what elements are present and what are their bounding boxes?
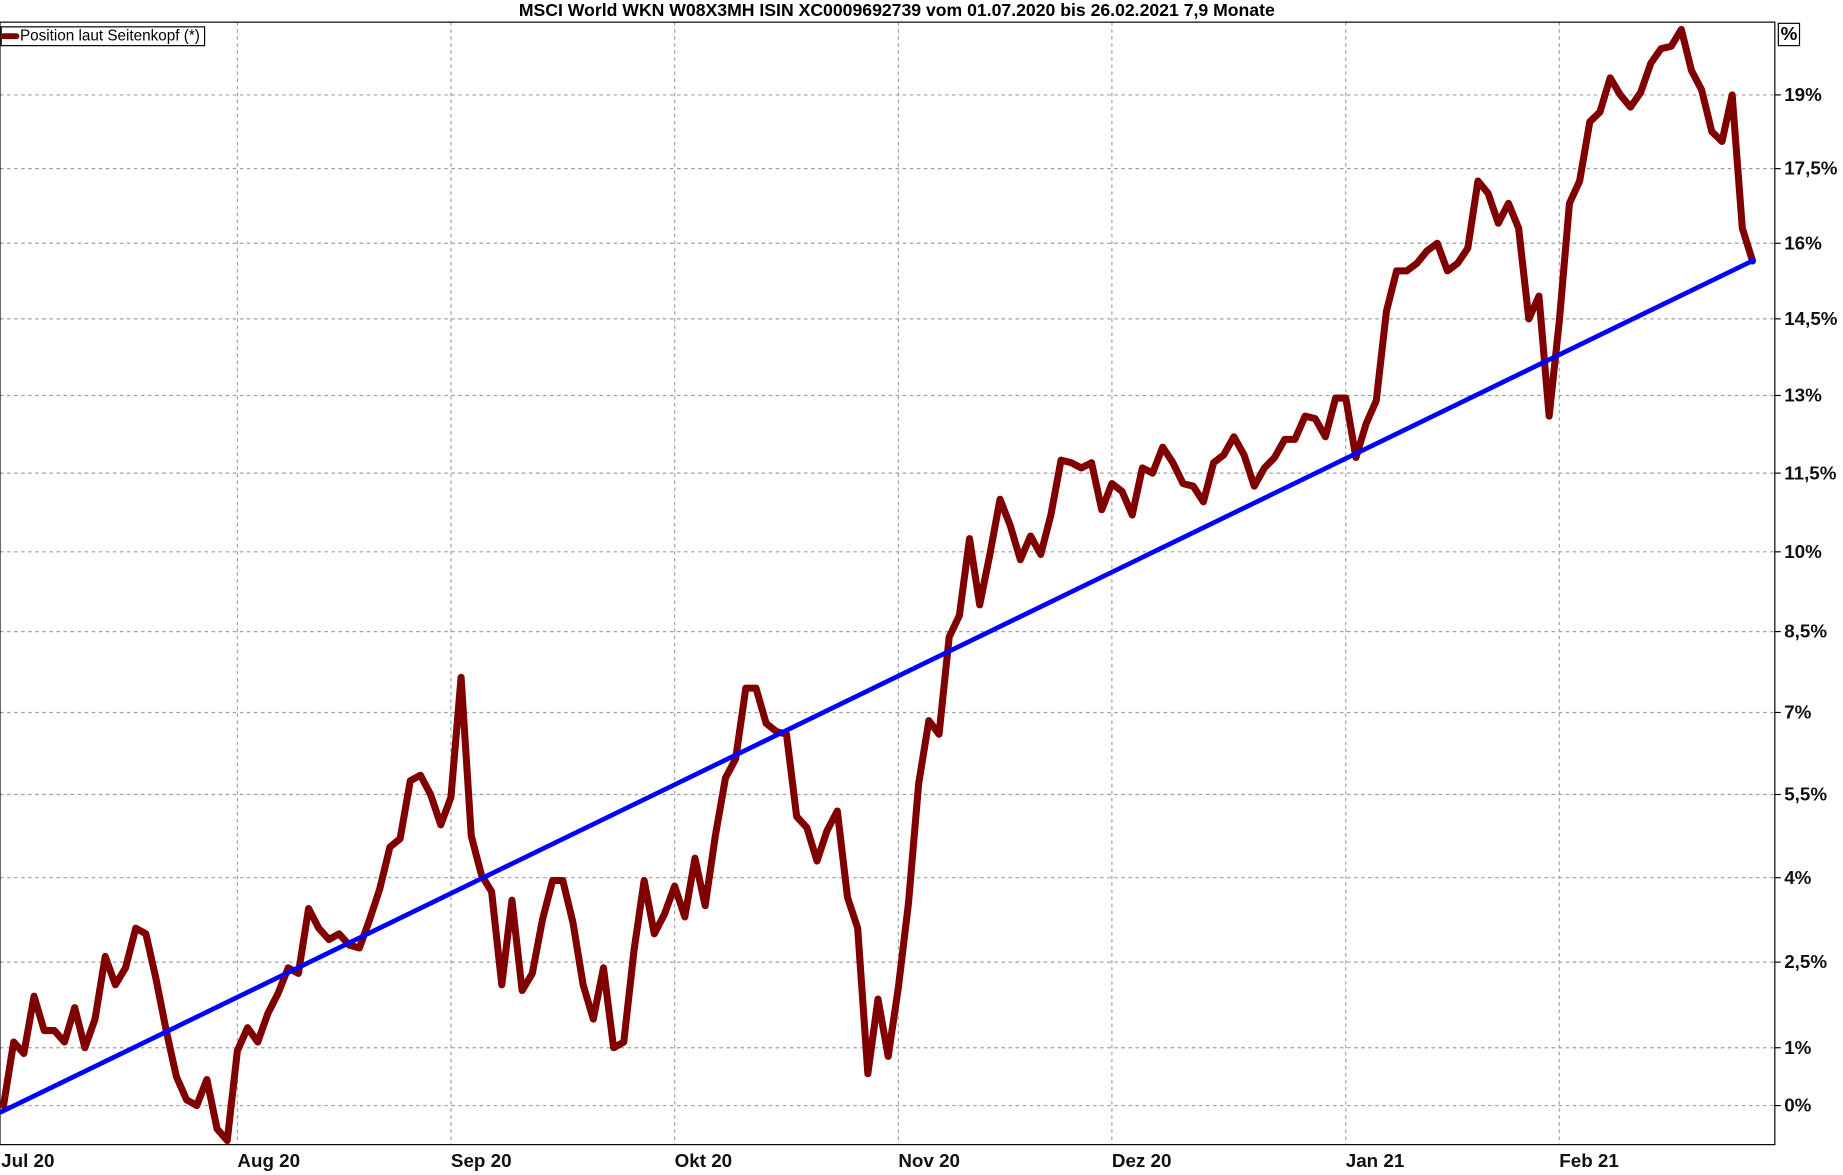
plot-frame bbox=[0, 21, 1776, 1146]
y-tick-label: 11,5% bbox=[1784, 462, 1837, 483]
y-tick-label: 13% bbox=[1784, 385, 1822, 406]
x-tick-label: Feb 21 bbox=[1559, 1150, 1619, 1171]
y-tick-label: 0% bbox=[1784, 1095, 1811, 1116]
trend-line bbox=[0, 258, 1754, 1115]
x-tick-label: Jan 21 bbox=[1346, 1150, 1405, 1171]
y-tick-label: 5,5% bbox=[1784, 784, 1827, 805]
y-tick-label: 19% bbox=[1784, 84, 1822, 105]
y-tick-label: 14,5% bbox=[1784, 308, 1838, 329]
x-tick-label: Dez 20 bbox=[1112, 1150, 1172, 1171]
x-tick-label: Okt 20 bbox=[675, 1150, 732, 1171]
x-tick-label: Aug 20 bbox=[237, 1150, 300, 1171]
y-unit-label: % bbox=[1781, 23, 1798, 44]
y-tick-label: 2,5% bbox=[1784, 951, 1827, 972]
y-tick-label: 7% bbox=[1784, 702, 1811, 723]
trend-end bbox=[1748, 257, 1757, 265]
y-tick-label: 17,5% bbox=[1784, 158, 1838, 179]
y-tick-label: 1% bbox=[1784, 1037, 1811, 1058]
legend-label: Position laut Seitenkopf (*) bbox=[20, 27, 200, 44]
unit-box bbox=[1777, 22, 1801, 47]
chart-title: MSCI World WKN W08X3MH ISIN XC0009692739… bbox=[519, 0, 1275, 20]
x-tick-label: Jul 20 bbox=[1, 1150, 54, 1171]
x-tick-label: Nov 20 bbox=[898, 1150, 960, 1171]
y-tick-label: 4% bbox=[1784, 867, 1811, 888]
y-tick-label: 16% bbox=[1784, 232, 1822, 253]
x-tick-label: Sep 20 bbox=[451, 1150, 512, 1171]
y-tick-label: 10% bbox=[1784, 541, 1822, 562]
y-tick-label: 8,5% bbox=[1784, 621, 1827, 642]
